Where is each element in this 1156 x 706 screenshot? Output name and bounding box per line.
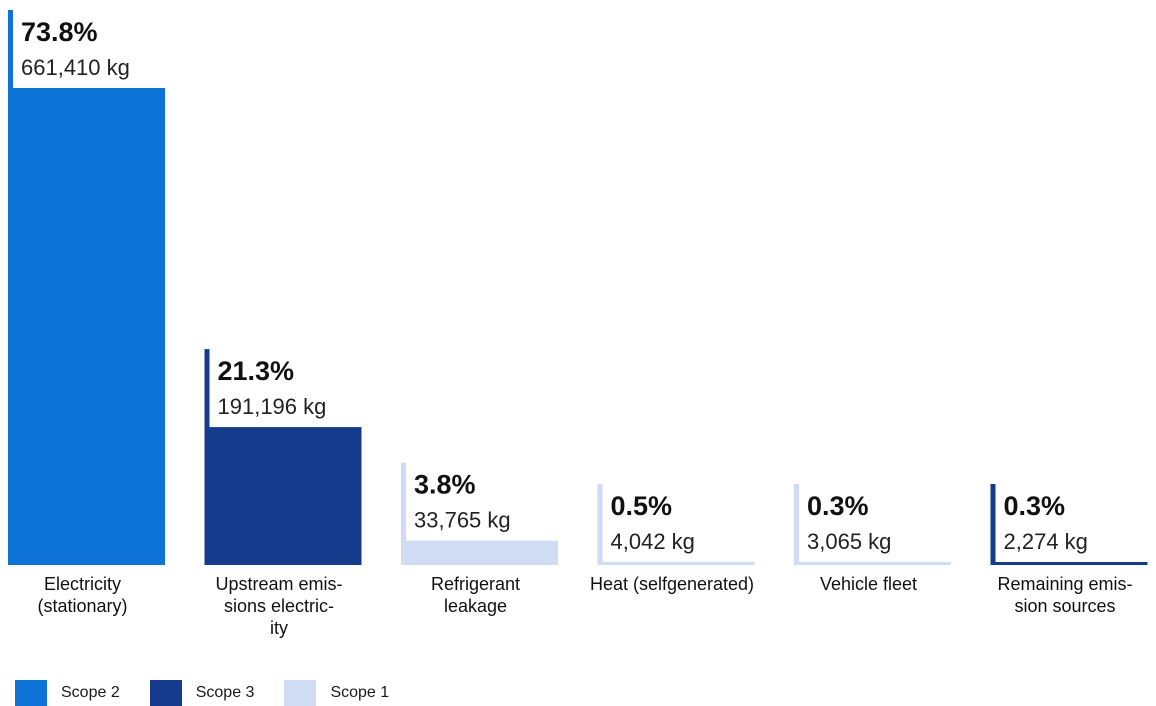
percent-label-3: 3.8% [414,470,476,500]
category-label-4: Heat (selfgenerated) [590,574,754,594]
category-label-1: Electricity (stationary) [37,574,127,616]
percent-label-4: 0.5% [611,491,673,521]
category-label-line: sions electric- [224,596,334,616]
bar-4 [597,562,755,565]
value-label-1: 661,410 kg [21,55,130,80]
legend-label-scope-3: Scope 3 [195,684,255,701]
bar-5 [794,562,951,565]
category-label-2: Upstream emis-sions electric-ity [215,574,342,638]
legend-swatch-scope-3 [149,680,182,706]
percent-label-6: 0.3% [1004,491,1066,521]
legend-item-scope-1: Scope 1 [284,680,389,706]
value-label-3: 33,765 kg [414,508,511,533]
category-label-line: sion sources [1014,596,1115,616]
bar-2 [204,427,362,565]
value-label-2: 191,196 kg [218,394,327,419]
category-label-6: Remaining emis-sion sources [997,574,1132,616]
value-label-6: 2,274 kg [1004,529,1088,554]
bar-chart-svg: 73.8% 661,410 kg Electricity (stationary) 21… [8,10,1148,638]
bar-label-line-5 [794,484,799,565]
category-label-line: Electricity [44,574,121,594]
category-label-line: (stationary) [37,596,127,616]
legend-swatch-scope-2 [15,680,47,706]
legend-item-scope-3: Scope 3 [149,680,255,706]
legend-label-scope-2: Scope 2 [61,684,120,701]
bar-label-line-4 [597,484,603,565]
percent-label-2: 21.3% [218,356,295,386]
category-label-line: Remaining emis- [997,574,1132,594]
legend-item-scope-2: Scope 2 [15,680,120,706]
legend-swatch-scope-1 [284,680,317,706]
bar-1 [8,88,165,565]
category-label-line: Refrigerant [431,574,520,594]
value-label-4: 4,042 kg [611,529,695,554]
category-label-line: ity [270,618,288,638]
bar-label-line-3 [401,462,406,565]
legend: Scope 2 Scope 3 Scope 1 [15,680,419,706]
bar-6 [990,562,1148,565]
category-label-3: Refrigerant leakage [431,574,520,616]
category-label-line: Heat (selfgenerated) [590,574,754,594]
bar-label-line-2 [204,349,210,565]
value-label-5: 3,065 kg [807,529,891,554]
percent-label-5: 0.3% [807,491,869,521]
category-label-line: Vehicle fleet [820,574,917,594]
bar-label-line-6 [990,484,996,565]
bar-3 [401,540,558,565]
bar-label-line-1 [8,10,13,565]
category-label-line: leakage [444,596,507,616]
category-label-line: Upstream emis- [215,574,342,594]
legend-label-scope-1: Scope 1 [330,684,390,701]
percent-label-1: 73.8% [21,17,98,47]
category-label-5: Vehicle fleet [820,574,917,594]
